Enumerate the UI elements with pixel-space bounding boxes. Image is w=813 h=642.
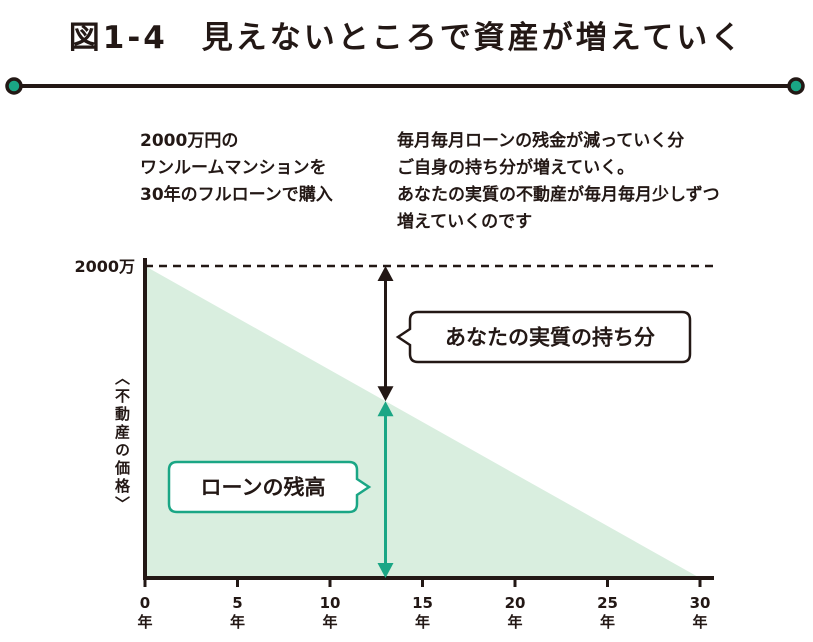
x-tick-unit: 年 [692,613,707,631]
x-tick-label: 25 [597,594,618,612]
x-tick-unit: 年 [415,613,430,631]
x-tick-unit: 年 [322,613,337,631]
x-tick-label: 10 [320,594,341,612]
equity-arrow-head [377,386,394,402]
left-note-line: ワンルームマンションを [140,158,327,178]
right-note-line: ご自身の持ち分が増えていく。 [397,158,635,178]
rule-end-dot [787,77,805,95]
y-max-label: 2000万 [74,257,135,276]
equity-arrow-head [377,266,394,281]
left-note-line: 30年のフルローンで購入 [140,185,333,205]
right-note-line: 毎月毎月ローンの残金が減っていく分 [397,131,685,151]
left-note-line: 2000万円の [140,131,239,151]
equity-callout [395,310,692,364]
right-note-line: あなたの実質の不動産が毎月毎月少しずつ [397,185,720,205]
rule-end-dot [5,77,23,95]
x-tick-label: 15 [412,594,433,612]
loan-arrow-head [377,563,394,578]
loan-arrow-head [377,401,394,417]
loan-callout [167,460,372,514]
figure-title: 図1-4 見えないところで資産が増えていく [68,20,745,56]
loan-callout-label: ローンの残高 [201,476,326,500]
x-tick-unit: 年 [600,613,615,631]
equity-callout-label: あなたの実質の持ち分 [445,326,655,350]
x-tick-label: 20 [505,594,526,612]
x-tick-unit: 年 [507,613,522,631]
x-tick-label: 5 [232,594,242,612]
y-axis-title: 〈不動産の価格〉 [113,370,131,514]
x-tick-unit: 年 [137,613,152,631]
x-tick-label: 30 [690,594,711,612]
right-note-line: 増えていくのです [397,212,533,232]
x-tick-unit: 年 [230,613,245,631]
x-tick-label: 0 [140,594,150,612]
left-note: 2000万円の ワンルームマンションを 30年のフルローンで購入 [140,128,333,209]
right-note: 毎月毎月ローンの残金が減っていく分 ご自身の持ち分が増えていく。 あなたの実質の… [397,128,720,236]
